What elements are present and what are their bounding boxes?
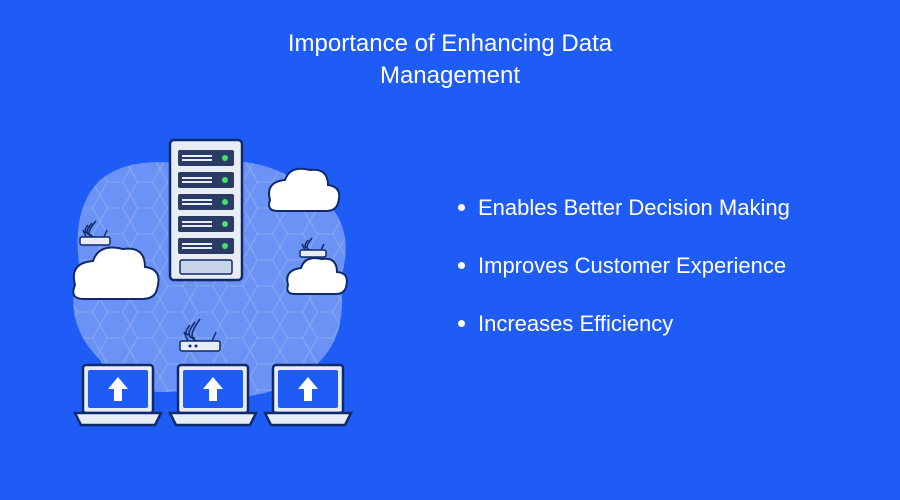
page-title: Importance of Enhancing Data Management bbox=[200, 28, 700, 93]
infographic-canvas: Importance of Enhancing Data Management bbox=[0, 0, 900, 500]
data-management-illustration bbox=[40, 130, 380, 450]
server-icon bbox=[170, 140, 242, 280]
laptop-icon bbox=[265, 365, 351, 425]
laptop-icon bbox=[75, 365, 161, 425]
bullet-list: Enables Better Decision Making Improves … bbox=[450, 195, 790, 369]
bullet-item: Increases Efficiency bbox=[450, 311, 790, 337]
bullet-item: Improves Customer Experience bbox=[450, 253, 790, 279]
title-line1: Importance of Enhancing Data bbox=[288, 30, 612, 57]
title-line2: Management bbox=[380, 62, 520, 89]
laptop-icon bbox=[170, 365, 256, 425]
bullet-item: Enables Better Decision Making bbox=[450, 195, 790, 221]
